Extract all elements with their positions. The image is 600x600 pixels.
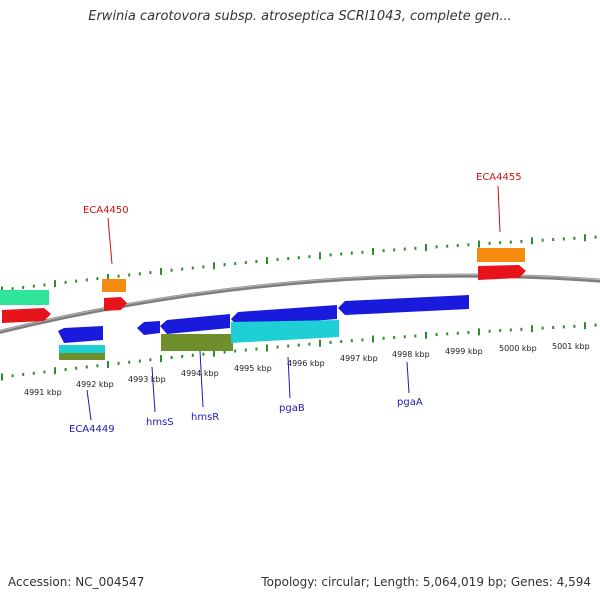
feature-red-left-arrow[interactable] xyxy=(2,308,51,323)
gene-label-hmsr[interactable]: hmsR xyxy=(191,412,219,423)
scale-label-4993: 4993 kbp xyxy=(128,375,166,384)
accession-label: Accession: NC_004547 xyxy=(8,575,145,589)
scale-label-4999: 4999 kbp xyxy=(445,347,483,356)
feature-green-left[interactable] xyxy=(0,290,49,305)
scale-label-5000: 5000 kbp xyxy=(499,344,537,353)
feature-cyan-pgab[interactable] xyxy=(231,320,339,343)
gene-eca4449-arrow[interactable] xyxy=(58,326,103,343)
gene-label-eca4449[interactable]: ECA4449 xyxy=(69,424,115,435)
gene-pgab-arrow[interactable] xyxy=(231,305,337,327)
summary-label: Topology: circular; Length: 5,064,019 bp… xyxy=(261,575,591,589)
feature-orange-eca4455[interactable] xyxy=(477,248,525,262)
scale-label-4992: 4992 kbp xyxy=(76,380,114,389)
feature-olive-eca4449[interactable] xyxy=(59,353,105,360)
scale-label-5001: 5001 kbp xyxy=(552,342,590,351)
gene-label-hmss[interactable]: hmsS xyxy=(146,417,174,428)
feature-olive-hmsr[interactable] xyxy=(161,334,233,351)
leader-pgab xyxy=(287,356,291,399)
gene-label-pgab[interactable]: pgaB xyxy=(279,403,305,414)
gene-hmsr-arrow[interactable] xyxy=(160,314,230,334)
leader-eca4449 xyxy=(86,389,92,421)
gene-label-eca4455[interactable]: ECA4455 xyxy=(476,172,522,183)
leader-eca4450 xyxy=(107,217,113,265)
scale-label-4998: 4998 kbp xyxy=(392,350,430,359)
map-title: Erwinia carotovora subsp. atroseptica SC… xyxy=(88,9,512,24)
scale-label-4994: 4994 kbp xyxy=(181,369,219,378)
leader-hmss xyxy=(151,366,156,413)
gene-label-eca4450[interactable]: ECA4450 xyxy=(83,205,129,216)
scale-label-4991: 4991 kbp xyxy=(24,388,62,397)
gene-hmss-arrow[interactable] xyxy=(137,321,160,335)
inner-ticks xyxy=(1,322,597,381)
outer-ticks xyxy=(1,234,597,294)
scale-label-4996: 4996 kbp xyxy=(287,359,325,368)
gene-label-pgaa[interactable]: pgaA xyxy=(397,397,423,408)
feature-orange-eca4450[interactable] xyxy=(102,279,126,292)
gene-pgaa-arrow[interactable] xyxy=(338,295,469,315)
feature-cyan-eca4449[interactable] xyxy=(59,345,105,353)
scale-label-4997: 4997 kbp xyxy=(340,354,378,363)
leader-pgaa xyxy=(406,361,410,394)
feature-red-eca4450-arrow[interactable] xyxy=(104,297,127,311)
feature-red-eca4455-arrow[interactable] xyxy=(478,265,526,280)
leader-eca4455 xyxy=(497,185,501,233)
scale-label-4995: 4995 kbp xyxy=(234,364,272,373)
leader-hmsr xyxy=(199,350,204,408)
